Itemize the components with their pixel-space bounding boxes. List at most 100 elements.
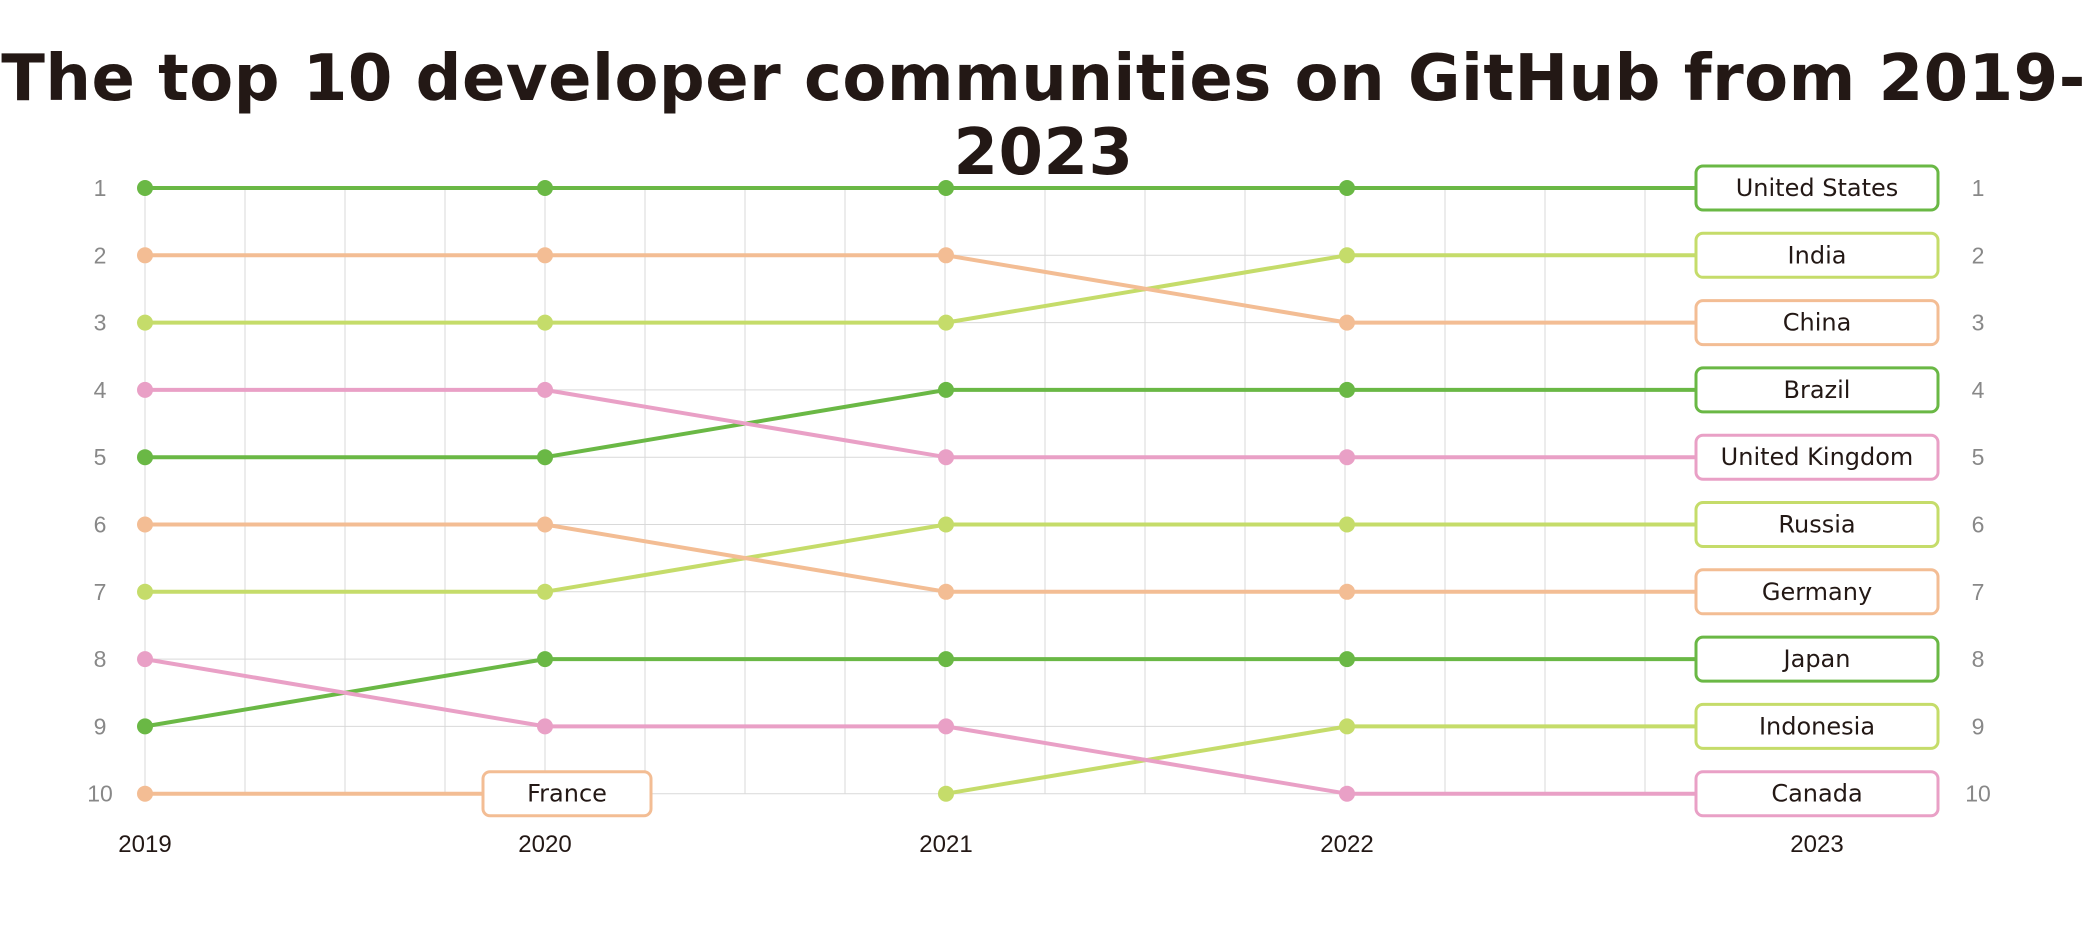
rank-label-left: 4	[94, 377, 107, 403]
rank-label-right: 5	[1972, 444, 1985, 470]
series-point-russia	[537, 583, 553, 600]
rank-label-left: 6	[94, 512, 107, 538]
rank-label-left: 5	[94, 444, 107, 470]
rank-label-right: 7	[1972, 579, 1985, 605]
series-point-japan	[1339, 651, 1355, 668]
series-label-brazil: Brazil	[1784, 376, 1851, 404]
series-label-boxes-layer: United States India China Brazil United King…	[481, 164, 1940, 818]
rank-label-left: 2	[94, 242, 107, 268]
series-label-box-united-states	[1694, 164, 1940, 212]
series-point-india	[137, 314, 153, 331]
series-label-united-kingdom: United Kingdom	[1721, 443, 1914, 471]
rank-label-left: 10	[87, 781, 113, 807]
series-line-russia	[145, 522, 1697, 594]
series-point-united-states	[537, 180, 553, 196]
series-point-germany	[938, 583, 954, 600]
rank-label-right: 4	[1972, 377, 1985, 403]
series-point-china	[137, 247, 153, 264]
series-label-box-indonesia	[1694, 702, 1940, 750]
series-label-japan: Japan	[1782, 645, 1851, 673]
series-lines-layer	[144, 186, 1697, 796]
series-point-united-states	[137, 180, 153, 196]
series-point-japan	[938, 651, 954, 668]
series-point-germany	[137, 516, 153, 533]
rank-label-left: 7	[94, 579, 107, 605]
series-label-box-germany	[1694, 568, 1940, 616]
series-point-japan	[537, 651, 553, 668]
series-point-united-kingdom	[137, 381, 153, 398]
rank-label-right: 6	[1972, 512, 1985, 538]
series-label-box-russia	[1694, 501, 1940, 548]
series-label-united-states: United States	[1736, 174, 1899, 202]
series-point-united-kingdom	[938, 449, 954, 466]
series-label-canada: Canada	[1771, 780, 1862, 808]
series-point-china	[938, 247, 954, 264]
rank-label-left: 9	[94, 713, 107, 739]
series-line-china	[145, 253, 1697, 325]
series-label-box-united-kingdom	[1694, 433, 1940, 481]
rank-label-right: 3	[1972, 310, 1985, 336]
series-label-germany: Germany	[1762, 578, 1872, 606]
series-label-russia: Russia	[1778, 511, 1855, 539]
series-label-indonesia: Indonesia	[1759, 712, 1875, 740]
rank-label-right: 9	[1972, 713, 1985, 739]
series-point-canada	[938, 718, 954, 735]
year-label: 2021	[919, 831, 972, 858]
series-point-russia	[1339, 516, 1355, 533]
series-point-india	[537, 314, 553, 331]
series-point-united-kingdom	[1339, 449, 1355, 466]
series-point-brazil	[1339, 381, 1355, 398]
series-points-layer	[137, 180, 1355, 802]
series-point-indonesia	[938, 785, 954, 802]
rank-label-right: 2	[1972, 242, 1985, 268]
series-point-united-states	[1339, 180, 1355, 196]
series-point-germany	[537, 516, 553, 533]
series-label-box-japan	[1694, 635, 1940, 683]
series-point-canada	[537, 718, 553, 735]
series-point-brazil	[137, 449, 153, 466]
rank-label-left: 8	[94, 646, 107, 672]
series-label-france: France	[527, 780, 607, 808]
series-point-india	[938, 314, 954, 331]
series-line-united-kingdom	[145, 387, 1697, 460]
rank-label-right: 8	[1972, 646, 1985, 672]
chart-title: The top 10 developer communities on GitH…	[1, 42, 2086, 190]
series-label-china: China	[1783, 309, 1852, 337]
series-point-united-states	[938, 180, 954, 196]
rank-label-left: 3	[94, 310, 107, 336]
series-point-germany	[1339, 583, 1355, 600]
year-label: 2022	[1320, 831, 1373, 858]
series-point-india	[1339, 247, 1355, 264]
series-point-brazil	[537, 449, 553, 466]
series-point-japan	[137, 718, 153, 735]
series-point-indonesia	[1339, 718, 1355, 735]
series-line-india	[145, 253, 1697, 325]
year-label: 2019	[118, 831, 171, 858]
series-point-china	[1339, 314, 1355, 331]
series-point-brazil	[938, 381, 954, 398]
series-point-russia	[938, 516, 954, 533]
series-label-box-china	[1694, 299, 1940, 347]
rank-label-left: 1	[94, 175, 107, 201]
series-point-united-kingdom	[537, 381, 553, 398]
series-point-russia	[137, 583, 153, 600]
series-point-china	[537, 247, 553, 264]
series-point-canada	[137, 651, 153, 668]
series-label-india: India	[1788, 241, 1847, 269]
grid-layer	[144, 187, 1697, 795]
rank-label-right: 10	[1965, 781, 1991, 807]
year-label: 2020	[518, 831, 571, 858]
series-line-japan	[144, 657, 1697, 729]
rank-label-right: 1	[1972, 175, 1985, 201]
series-line-indonesia	[945, 724, 1697, 796]
series-line-brazil	[145, 387, 1697, 460]
series-line-germany	[145, 522, 1697, 594]
series-label-box-france	[481, 770, 653, 818]
series-label-box-brazil	[1694, 366, 1940, 414]
year-label: 2023	[1790, 831, 1843, 858]
series-point-france	[137, 785, 153, 802]
series-label-box-canada	[1694, 770, 1940, 818]
series-point-canada	[1339, 785, 1355, 802]
